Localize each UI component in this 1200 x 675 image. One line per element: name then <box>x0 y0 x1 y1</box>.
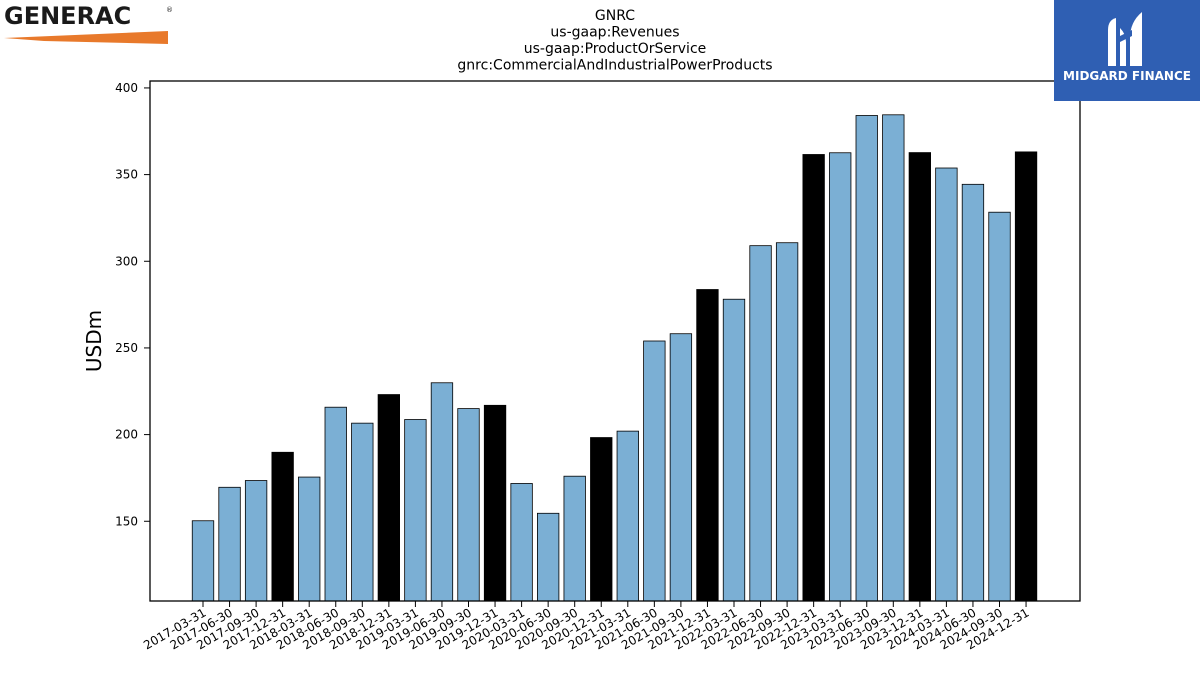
generac-logo: GENERAC ® <box>4 2 173 44</box>
bar <box>935 167 958 602</box>
generac-swoosh-icon <box>4 31 168 44</box>
bar <box>1014 151 1038 602</box>
bar <box>696 289 719 602</box>
bar <box>961 183 985 602</box>
bar <box>271 451 294 602</box>
y-axis: 150 200 250 300 350 400 <box>115 81 150 528</box>
midgard-finance-text: MIDGARD FINANCE <box>1063 69 1191 83</box>
registered-mark: ® <box>166 6 173 14</box>
bar <box>616 430 639 602</box>
bar <box>377 394 401 602</box>
chart-title-line: us-gaap:Revenues <box>550 25 679 41</box>
y-axis-label: USDm <box>82 310 106 372</box>
bar <box>988 211 1011 602</box>
bar <box>563 475 586 602</box>
bars <box>191 114 1038 602</box>
bar <box>590 437 613 602</box>
y-tick-label: 400 <box>115 81 138 95</box>
y-tick-label: 200 <box>115 428 138 442</box>
bar <box>218 486 241 602</box>
chart-title-line: us-gaap:ProductOrService <box>524 41 707 57</box>
y-tick-label: 250 <box>115 341 138 355</box>
x-axis: 2017-03-312017-06-302017-09-302017-12-31… <box>141 601 1032 652</box>
bar <box>298 476 321 602</box>
bar <box>191 520 215 602</box>
bar <box>775 242 799 602</box>
y-tick-label: 300 <box>115 254 138 268</box>
y-tick-label: 150 <box>115 514 138 528</box>
bar <box>537 512 560 602</box>
bar <box>643 340 666 602</box>
bar <box>324 406 347 602</box>
bar <box>457 408 480 602</box>
bar <box>351 422 374 602</box>
bar <box>802 154 825 602</box>
bar <box>855 115 878 602</box>
bar <box>244 480 268 602</box>
chart-title-line: GNRC <box>595 8 635 24</box>
plot-frame <box>149 80 1081 602</box>
bar <box>404 419 427 602</box>
y-tick-label: 350 <box>115 168 138 182</box>
bar <box>829 152 852 602</box>
bar <box>908 152 931 602</box>
generac-logo-text: GENERAC <box>4 2 132 30</box>
bar <box>722 298 746 602</box>
bar <box>510 483 533 602</box>
bar <box>483 404 507 602</box>
bar <box>430 382 454 602</box>
bar <box>669 333 693 602</box>
chart-title-line: gnrc:CommercialAndIndustrialPowerProduct… <box>457 58 772 74</box>
chart-title: GNRCus-gaap:Revenuesus-gaap:ProductOrSer… <box>457 8 772 74</box>
midgard-finance-logo: MIDGARD FINANCE <box>1054 0 1200 101</box>
bar <box>882 114 905 602</box>
midgard-emblem-icon <box>1108 12 1142 66</box>
bar <box>749 245 772 602</box>
